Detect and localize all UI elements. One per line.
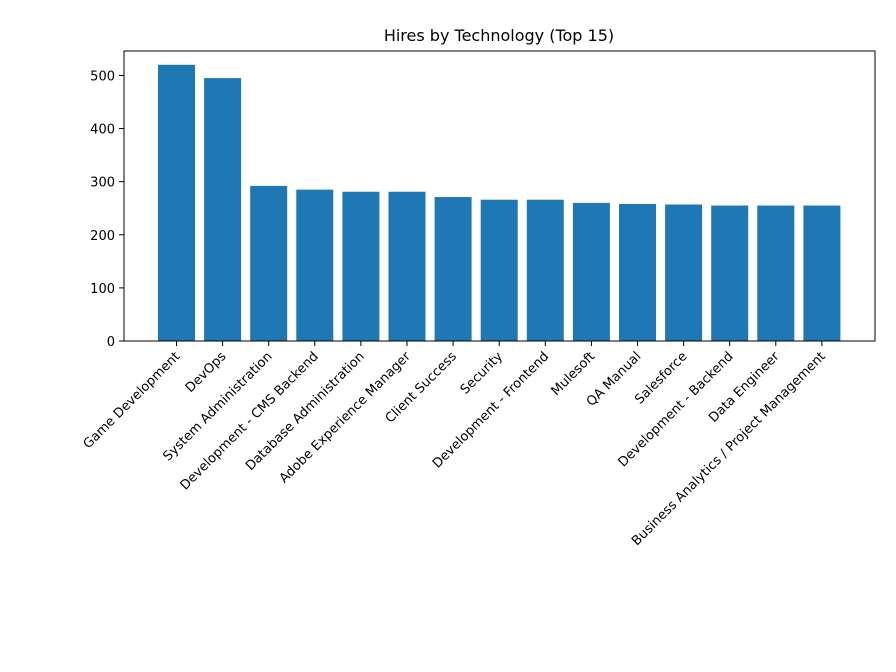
y-tick-label: 0	[107, 335, 115, 350]
bar	[526, 199, 564, 341]
bar	[480, 199, 518, 341]
x-tick-label: DevOps	[183, 349, 230, 396]
bar	[342, 191, 380, 341]
bar	[388, 191, 426, 341]
y-tick-label: 100	[90, 282, 115, 297]
bar	[158, 64, 195, 341]
bar	[250, 185, 288, 341]
bar	[572, 202, 610, 341]
bar	[665, 204, 703, 341]
bar	[711, 205, 749, 341]
y-tick-label: 300	[90, 176, 115, 191]
bar	[434, 197, 472, 341]
plot-frame	[123, 50, 876, 342]
x-tick-label: Game Development	[81, 349, 184, 452]
x-tick-label: Security	[458, 349, 507, 398]
bar	[757, 205, 795, 341]
y-tick-label: 200	[90, 229, 115, 244]
bar	[204, 78, 242, 341]
bar	[619, 203, 656, 341]
y-tick-label: 400	[90, 123, 115, 138]
y-tick-label: 500	[90, 69, 115, 84]
bar	[803, 205, 841, 341]
chart-title: Hires by Technology (Top 15)	[384, 26, 614, 45]
bars-group	[158, 64, 841, 341]
y-axis: 0 100 200 300 400 500	[90, 69, 124, 350]
bar	[296, 189, 334, 341]
